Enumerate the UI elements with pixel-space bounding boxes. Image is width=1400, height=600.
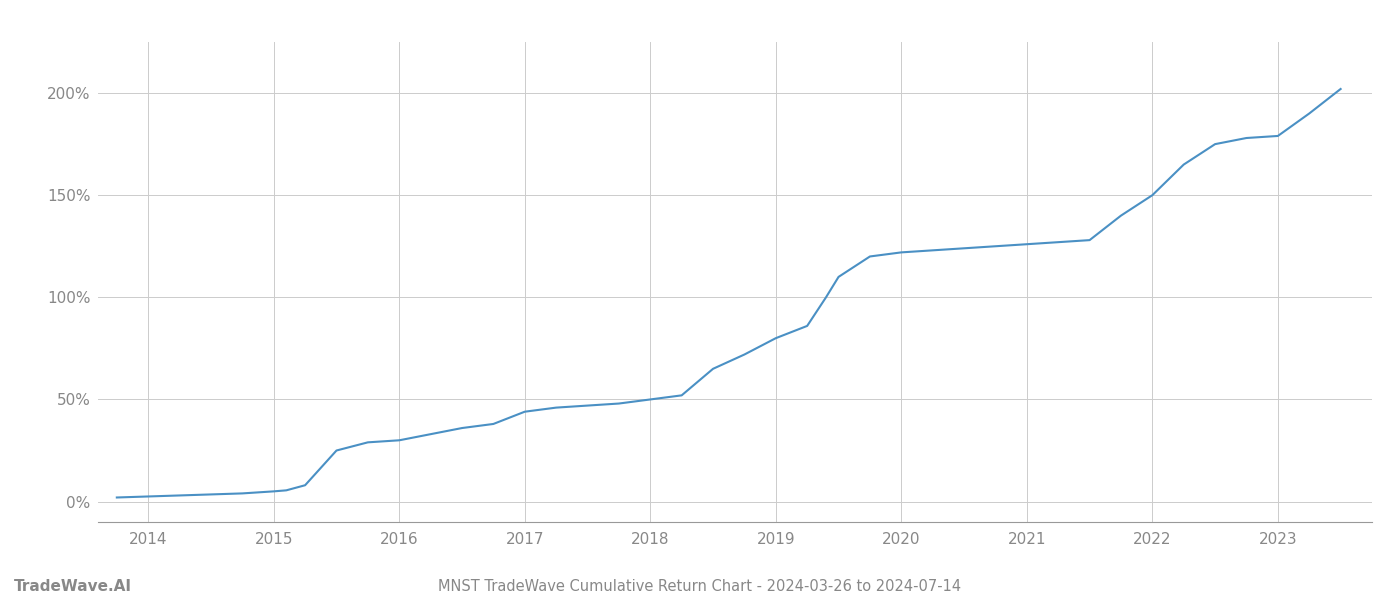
Text: MNST TradeWave Cumulative Return Chart - 2024-03-26 to 2024-07-14: MNST TradeWave Cumulative Return Chart -…	[438, 579, 962, 594]
Text: TradeWave.AI: TradeWave.AI	[14, 579, 132, 594]
